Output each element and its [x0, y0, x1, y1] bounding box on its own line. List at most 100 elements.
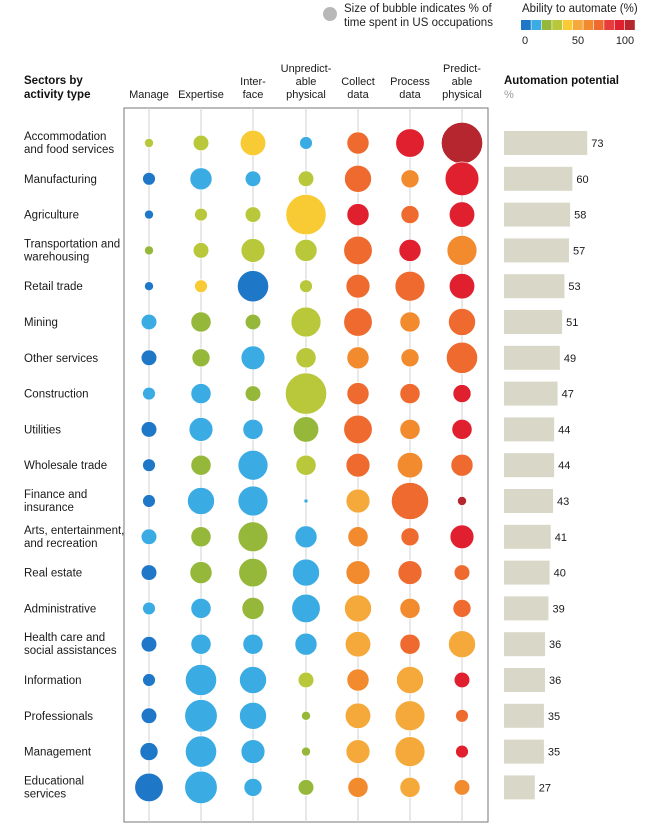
bubble-r0-c5: [395, 128, 425, 158]
legend-size-line2: time spent in US occupations: [344, 17, 493, 29]
bubble-r16-c0: [140, 707, 158, 724]
column-header-3-line-2: physical: [286, 89, 326, 101]
bubble-r15-c4: [346, 668, 370, 692]
bubble-r8-c6: [451, 419, 473, 440]
bubble-r9-c4: [345, 452, 371, 478]
bubble-r16-c2: [239, 701, 267, 730]
bubble-r12-c4: [345, 560, 371, 585]
legend-swatch-0: [521, 20, 531, 30]
row-label-6-line-0: Other services: [24, 353, 98, 365]
potential-bar-14: [504, 632, 546, 657]
row-header-line1: Sectors by: [24, 75, 83, 87]
bubble-r11-c4: [347, 526, 369, 548]
bubble-r16-c6: [455, 709, 469, 723]
row-label-1-line-0: Manufacturing: [24, 174, 97, 186]
bubble-r10-c4: [345, 488, 371, 514]
column-headers: Manage ExpertiseInter-faceUnpredict-ablep…: [129, 63, 482, 101]
potential-value-11: 41: [555, 532, 567, 544]
potential-value-0: 73: [591, 138, 603, 150]
bubble-r0-c6: [441, 122, 483, 164]
bubble-r5-c3: [290, 306, 322, 338]
bubble-r16-c3: [301, 710, 311, 721]
bubble-r13-c6: [452, 599, 472, 618]
row-label-2-line-0: Agriculture: [24, 210, 79, 222]
row-header-line2: activity type: [24, 89, 90, 101]
row-label-10-line-0: Finance and: [24, 489, 87, 501]
bubble-r10-c3: [303, 498, 309, 504]
bubble-r10-c6: [457, 496, 467, 506]
bubble-r8-c1: [188, 417, 214, 442]
bubble-r17-c3: [301, 746, 311, 757]
column-header-6-line-2: physical: [442, 89, 482, 101]
potential-bar-7: [504, 381, 558, 406]
bubble-r11-c0: [140, 528, 158, 545]
row-label-7-line-0: Construction: [24, 389, 89, 401]
bubble-r14-c4: [344, 631, 372, 658]
bubble-r1-c1: [189, 167, 213, 191]
bubble-r4-c1: [194, 279, 208, 293]
row-label-16-line-0: Professionals: [24, 711, 93, 723]
potential-value-18: 27: [539, 782, 551, 794]
bubble-r13-c1: [190, 598, 212, 619]
bubble-r2-c2: [244, 206, 262, 223]
bubble-r8-c0: [140, 421, 158, 438]
bubble-r11-c1: [190, 526, 212, 548]
bubble-r7-c6: [452, 384, 472, 403]
column-header-3-line-1: able: [296, 76, 317, 88]
legend-size-line1: Size of bubble indicates % of: [344, 3, 492, 15]
row-label-10-line-1: insurance: [24, 502, 74, 514]
bubble-r12-c0: [140, 564, 158, 581]
potential-bar-3: [504, 238, 569, 263]
potential-bars: 73 60 58 57 53 51 49 47 44 44 43 41 40 39 36 36 35 35 27: [504, 131, 603, 800]
legend-swatch-9: [614, 20, 625, 30]
potential-bar-5: [504, 310, 563, 334]
potential-value-2: 58: [574, 210, 586, 222]
bubble-r6-c0: [140, 349, 158, 366]
legend-swatch-8: [604, 20, 614, 30]
legend-swatch-1: [531, 20, 542, 30]
bubble-r4-c2: [237, 270, 269, 303]
potential-bar-1: [504, 166, 573, 191]
bubble-r14-c5: [399, 633, 421, 655]
bubble-r4-c4: [345, 273, 371, 299]
column-header-3-line-0: Unpredict-: [281, 63, 332, 75]
bubbles: [134, 122, 483, 804]
bubble-r1-c6: [444, 161, 480, 196]
bubble-r6-c6: [446, 341, 478, 374]
bubble-r7-c5: [399, 383, 421, 404]
bubble-r3-c5: [398, 239, 422, 262]
bubble-r10-c1: [187, 487, 215, 515]
bubble-r0-c2: [239, 129, 267, 157]
potential-value-13: 39: [552, 603, 564, 615]
potential-bar-10: [504, 489, 554, 513]
bubble-r14-c6: [448, 630, 476, 659]
bubble-r9-c0: [142, 458, 156, 472]
bubble-r10-c2: [237, 485, 269, 517]
bubble-r4-c5: [394, 270, 426, 302]
row-label-15-line-0: Information: [24, 675, 82, 687]
column-header-2-line-1: face: [243, 89, 264, 101]
bubble-r6-c2: [240, 345, 266, 371]
bubble-r18-c6: [453, 779, 471, 796]
bubble-r18-c1: [184, 770, 218, 804]
column-header-5-line-1: data: [399, 89, 421, 101]
legend-swatch-3: [552, 20, 562, 30]
row-label-5-line-0: Mining: [24, 317, 58, 329]
bubble-r1-c2: [244, 170, 262, 187]
bubble-r5-c5: [399, 311, 421, 333]
potential-bar-17: [504, 739, 544, 764]
bubble-r18-c5: [399, 777, 421, 798]
bubble-r2-c1: [194, 207, 208, 222]
bubble-r3-c0: [144, 245, 154, 256]
bubble-r1-c4: [344, 165, 372, 193]
bubble-r18-c0: [134, 772, 164, 802]
bubble-r1-c5: [400, 169, 420, 189]
bubble-r2-c6: [448, 201, 476, 228]
potential-value-8: 44: [558, 424, 570, 436]
bubble-r14-c1: [190, 633, 212, 655]
bubble-r17-c2: [240, 739, 266, 764]
bubble-r11-c2: [237, 521, 269, 553]
row-label-12-line-0: Real estate: [24, 568, 82, 580]
bubble-r3-c1: [192, 242, 210, 259]
